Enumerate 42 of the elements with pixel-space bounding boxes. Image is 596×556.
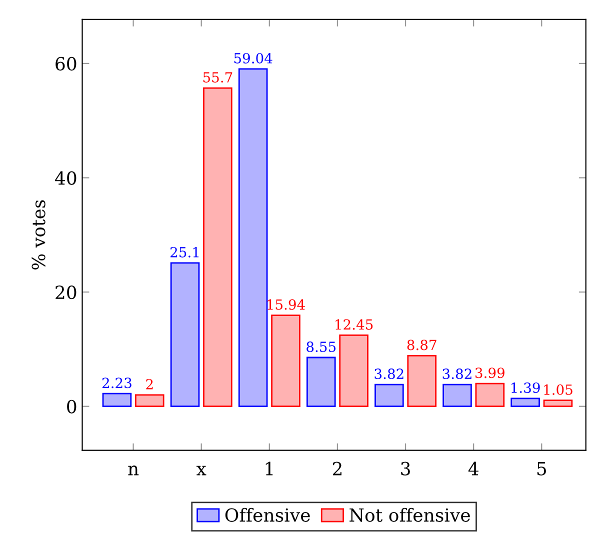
data-label: 12.45: [336, 319, 373, 330]
data-label: 3.82: [374, 368, 404, 380]
bar: [134, 394, 164, 408]
data-label: 59.04: [234, 52, 272, 64]
bar: [203, 87, 232, 408]
x-tick-label: 3: [401, 462, 410, 476]
x-tick-label: 4: [468, 462, 478, 476]
data-label: 55.7: [203, 72, 232, 83]
y-tick-label: 60: [56, 56, 76, 71]
x-tick-label: n: [128, 466, 139, 476]
data-label: 1.05: [544, 384, 572, 395]
bar: [442, 384, 472, 408]
data-label: 3.82: [442, 368, 472, 380]
bar: [238, 68, 268, 408]
bar: [475, 382, 505, 408]
y-tick-label: 40: [54, 171, 76, 185]
x-tick-label: 1: [266, 462, 273, 476]
data-label: 2: [146, 378, 153, 390]
y-tick-label: 0: [67, 400, 76, 414]
x-tick-label: x: [196, 466, 206, 476]
bar: [407, 354, 436, 408]
y-tick-label: 20: [56, 286, 76, 300]
bar: [306, 356, 336, 408]
bar: [374, 384, 404, 408]
y-axis-title: % votes: [32, 200, 46, 270]
bar: [170, 262, 200, 408]
bar: [339, 334, 368, 408]
data-label: 15.94: [268, 299, 305, 310]
data-label: 3.99: [476, 368, 504, 378]
data-label: 25.1: [170, 246, 199, 258]
data-label: 2.23: [102, 378, 132, 388]
legend-label: Offensive: [225, 508, 310, 522]
bar: [102, 392, 132, 408]
bar: [271, 314, 300, 408]
legend-label: Not offensive: [350, 508, 470, 522]
x-tick-label: 5: [537, 462, 546, 476]
bar: [543, 400, 573, 408]
data-label: 8.55: [306, 342, 336, 352]
data-label: 8.87: [407, 340, 436, 350]
x-tick-label: 2: [332, 462, 342, 476]
data-label: 1.39: [512, 382, 540, 393]
bar: [510, 398, 540, 408]
